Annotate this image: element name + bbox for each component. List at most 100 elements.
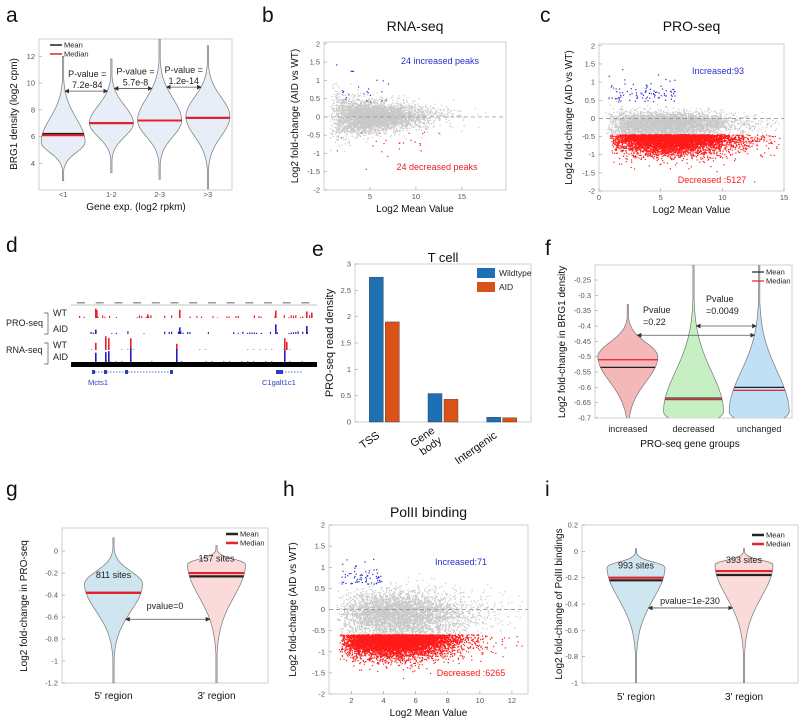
- point-unchanged: [370, 127, 372, 129]
- point-unchanged: [392, 124, 394, 126]
- point-unchanged: [393, 109, 395, 111]
- point-unchanged: [409, 107, 411, 110]
- point-unchanged: [350, 106, 352, 109]
- point-unchanged: [371, 110, 373, 113]
- point-unchanged: [336, 115, 338, 117]
- point-unchanged: [401, 109, 403, 111]
- point-unchanged: [369, 100, 371, 102]
- point-unchanged: [394, 124, 396, 126]
- point-unchanged: [389, 106, 391, 108]
- point-unchanged: [360, 120, 362, 122]
- point-unchanged: [349, 142, 351, 144]
- site-count-label: 811 sites: [96, 570, 132, 580]
- point-unchanged: [369, 132, 371, 134]
- point-unchanged: [364, 122, 366, 124]
- point-unchanged: [350, 110, 352, 112]
- point-unchanged: [392, 122, 394, 124]
- point-unchanged: [420, 137, 423, 139]
- point-unchanged: [355, 118, 357, 120]
- point-unchanged: [418, 117, 420, 119]
- point-unchanged: [354, 117, 356, 119]
- point-unchanged: [364, 108, 366, 110]
- point-unchanged: [385, 101, 387, 103]
- point-unchanged: [371, 126, 373, 128]
- point-unchanged: [407, 123, 409, 125]
- point-unchanged: [703, 132, 705, 134]
- violin: [40, 56, 86, 181]
- point-unchanged: [345, 127, 347, 129]
- point-unchanged: [335, 101, 338, 104]
- point-unchanged: [370, 112, 372, 114]
- point-unchanged: [391, 105, 393, 107]
- point-unchanged: [347, 111, 349, 113]
- point-unchanged: [380, 105, 382, 107]
- point-unchanged: [334, 127, 336, 129]
- point-unchanged: [356, 122, 358, 124]
- point-unchanged: [636, 111, 638, 113]
- point-unchanged: [354, 114, 356, 116]
- point-unchanged: [350, 101, 353, 103]
- point-unchanged: [682, 120, 684, 122]
- point-unchanged: [370, 111, 372, 113]
- point-increased: [343, 90, 345, 93]
- point-unchanged: [654, 113, 656, 115]
- point-unchanged: [380, 100, 382, 103]
- point-unchanged: [370, 132, 372, 134]
- point-unchanged: [349, 117, 351, 119]
- point-unchanged: [350, 100, 352, 103]
- point-unchanged: [384, 108, 386, 110]
- point-unchanged: [347, 118, 349, 120]
- point-unchanged: [377, 135, 379, 137]
- point-unchanged: [388, 107, 391, 109]
- point-unchanged: [388, 128, 390, 130]
- point-unchanged: [356, 103, 358, 105]
- point-unchanged: [694, 131, 696, 133]
- point-unchanged: [396, 122, 398, 124]
- point-unchanged: [396, 109, 398, 111]
- point-unchanged: [353, 115, 355, 118]
- point-unchanged: [336, 109, 338, 111]
- point-unchanged: [333, 105, 335, 107]
- point-unchanged: [446, 106, 448, 108]
- point-unchanged: [333, 122, 335, 124]
- point-unchanged: [372, 115, 374, 117]
- point-unchanged: [343, 126, 345, 128]
- point-unchanged: [611, 120, 613, 122]
- y-tick-label: -0.45: [574, 337, 591, 346]
- point-unchanged: [377, 104, 379, 106]
- point-unchanged: [421, 116, 423, 119]
- point-unchanged: [371, 121, 373, 123]
- point-unchanged: [429, 108, 431, 110]
- point-unchanged: [414, 113, 416, 116]
- point-unchanged: [376, 132, 378, 134]
- point-unchanged: [370, 118, 372, 120]
- point-unchanged: [357, 89, 359, 91]
- point-unchanged: [369, 116, 371, 119]
- point-unchanged: [383, 125, 385, 127]
- point-unchanged: [364, 109, 366, 111]
- point-unchanged: [382, 122, 384, 124]
- point-unchanged: [358, 110, 360, 113]
- point-unchanged: [379, 118, 381, 121]
- point-unchanged: [356, 136, 358, 138]
- point-unchanged: [351, 108, 353, 110]
- point-unchanged: [352, 125, 354, 127]
- point-unchanged: [345, 111, 347, 114]
- point-unchanged: [418, 105, 420, 107]
- point-unchanged: [405, 112, 407, 114]
- point-unchanged: [375, 112, 378, 114]
- point-unchanged: [385, 119, 388, 121]
- point-unchanged: [348, 125, 350, 128]
- point-unchanged: [362, 127, 364, 130]
- point-unchanged: [375, 114, 377, 116]
- point-unchanged: [634, 109, 636, 112]
- point-unchanged: [651, 133, 653, 135]
- point-unchanged: [367, 130, 369, 132]
- point-unchanged: [384, 106, 386, 108]
- point-unchanged: [383, 109, 385, 112]
- point-unchanged: [360, 112, 362, 114]
- point-unchanged: [346, 130, 348, 132]
- point-decreased: [408, 132, 410, 134]
- point-unchanged: [707, 114, 709, 117]
- point-unchanged: [389, 104, 391, 106]
